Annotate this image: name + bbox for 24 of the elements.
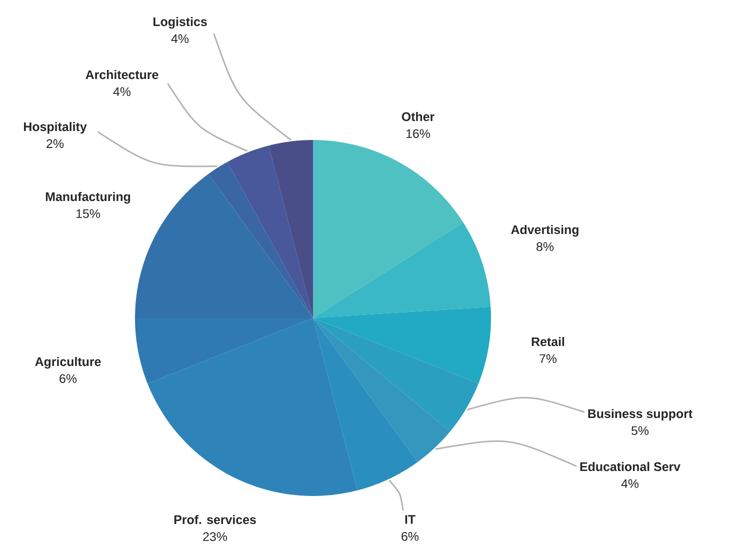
slice-label: Agriculture [35, 356, 101, 369]
slice-label: Other [402, 112, 434, 122]
data-label: 15% [76, 209, 100, 218]
data-label: 6% [402, 532, 419, 541]
data-label: 8% [536, 242, 554, 252]
slice-label: Retail [532, 336, 564, 346]
data-label: 6% [60, 374, 77, 384]
slice-label: Business support [588, 408, 692, 421]
slice-label: Logistics [154, 16, 207, 29]
data-label: 23% [203, 532, 228, 542]
slice-label: Architecture [86, 70, 158, 80]
data-label: 5% [632, 426, 649, 436]
slice-label: Advertising [511, 224, 578, 237]
data-label: 16% [406, 129, 430, 138]
data-label: 4% [621, 479, 639, 488]
data-label: 4% [113, 87, 131, 96]
slice-label: Manufacturing [46, 192, 130, 204]
data-label: 7% [540, 354, 557, 364]
data-label: 4% [171, 34, 189, 44]
slice-label: Prof. services [174, 514, 256, 524]
slice-label: IT [405, 515, 416, 524]
data-label: 2% [46, 139, 64, 148]
slice-label: Hospitality [24, 122, 87, 134]
slice-label: Educational Serv [580, 462, 680, 472]
